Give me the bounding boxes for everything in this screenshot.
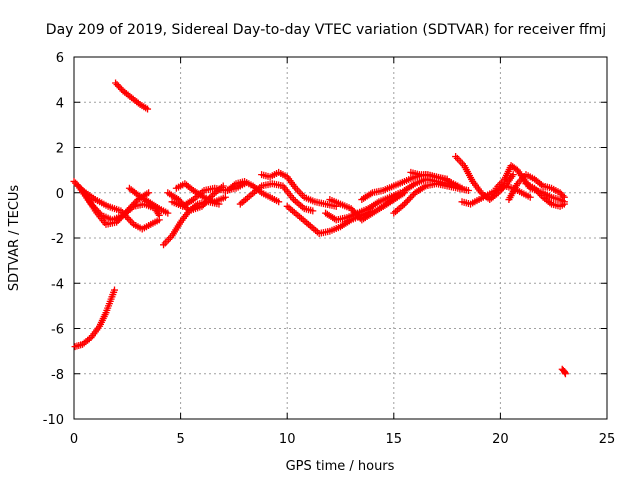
data-point (405, 195, 413, 203)
data-point (144, 105, 152, 113)
series-arc-26 (558, 365, 569, 378)
x-tick-label: 25 (599, 432, 616, 447)
series-arc-25 (71, 286, 119, 351)
y-axis-label: SDTVAR / TECUs (7, 185, 22, 292)
data-point (355, 213, 363, 221)
x-tick-label: 5 (176, 432, 184, 447)
y-tick-label: 2 (56, 142, 64, 157)
data-point (164, 209, 172, 217)
data-point (309, 207, 317, 215)
y-tick-label: 0 (56, 187, 64, 202)
data-point (402, 198, 410, 206)
series-arc-4 (125, 184, 172, 217)
data-point (458, 184, 466, 192)
y-tick-label: -2 (51, 232, 64, 247)
series-arc-3 (79, 186, 163, 233)
series-arc-6 (164, 182, 227, 215)
data-point (275, 198, 283, 206)
data-point (349, 206, 357, 214)
y-tick-labels: -10 -8 -6 -4 -2 0 2 4 6 (43, 51, 64, 428)
data-point (526, 193, 534, 201)
data-point (89, 202, 97, 210)
axis-ticks (73, 56, 608, 420)
data-point (560, 200, 568, 208)
data-point (404, 197, 412, 205)
data-point (111, 286, 119, 294)
data-point (95, 208, 103, 216)
data-point (560, 193, 568, 201)
data-point (145, 189, 153, 197)
series-arc-5 (160, 198, 223, 249)
data-point (90, 203, 98, 211)
data-point (199, 201, 207, 209)
y-tick-label: -6 (51, 323, 64, 338)
data-point (70, 177, 78, 185)
data-point (509, 171, 517, 179)
x-tick-label: 15 (386, 432, 403, 447)
series-arc-22 (505, 171, 568, 204)
y-tick-label: -10 (43, 413, 64, 428)
y-tick-label: 6 (56, 51, 64, 66)
grid-lines (74, 57, 607, 419)
series-arc-10 (236, 180, 317, 215)
data-point (561, 370, 569, 378)
data-point (352, 209, 360, 217)
x-tick-label: 0 (70, 432, 78, 447)
y-tick-label: -8 (51, 368, 64, 383)
data-point (408, 192, 416, 200)
data-point (407, 194, 415, 202)
series-arc-8 (172, 180, 229, 206)
x-axis-label: GPS time / hours (286, 459, 395, 474)
data-point (201, 199, 209, 207)
data-point (559, 192, 567, 200)
chart-title: Day 209 of 2019, Sidereal Day-to-day VTE… (46, 22, 606, 38)
data-point (400, 200, 408, 208)
x-tick-labels: 0 5 10 15 20 25 (70, 432, 615, 447)
data-point (125, 215, 133, 223)
data-point (350, 208, 358, 216)
data-point (464, 186, 472, 194)
y-tick-label: 4 (56, 96, 64, 111)
data-point (126, 217, 134, 225)
data-point (221, 193, 229, 201)
data-point (93, 207, 101, 215)
data-series (70, 79, 569, 378)
x-tick-label: 20 (492, 432, 509, 447)
x-tick-label: 10 (279, 432, 296, 447)
y-tick-label: -4 (51, 277, 64, 292)
data-point (353, 211, 361, 219)
data-point (116, 84, 124, 92)
data-point (198, 202, 206, 210)
series-arc-24 (112, 79, 152, 113)
data-point (115, 82, 123, 90)
data-point (92, 205, 100, 213)
data-point (87, 200, 95, 208)
data-point (113, 81, 121, 89)
data-point (112, 79, 120, 87)
data-point (96, 210, 104, 218)
data-point (347, 205, 355, 213)
data-point (155, 216, 163, 224)
series-arc-11 (258, 168, 340, 210)
series-arc-18 (407, 168, 466, 192)
series-arc-23 (522, 180, 568, 210)
